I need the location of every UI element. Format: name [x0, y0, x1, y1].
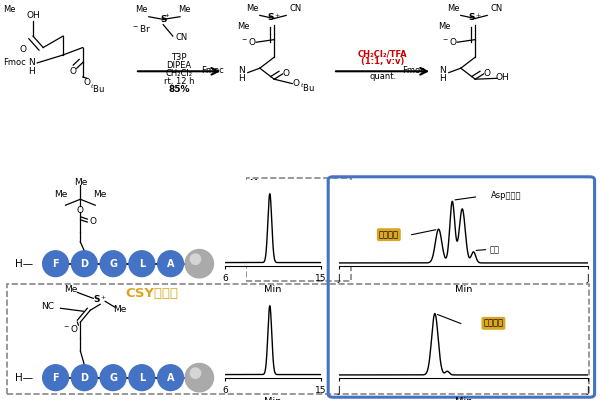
Text: rt, 12 h: rt, 12 h	[164, 77, 194, 86]
Text: Me: Me	[54, 190, 67, 199]
Text: Fmoc: Fmoc	[3, 58, 26, 68]
Text: L: L	[139, 373, 145, 383]
Circle shape	[185, 364, 214, 392]
Text: $^-$O: $^-$O	[440, 36, 457, 47]
Text: F: F	[52, 373, 59, 383]
Text: Me: Me	[243, 190, 256, 200]
FancyBboxPatch shape	[246, 178, 351, 281]
Text: A: A	[167, 259, 175, 269]
Text: $^t$Bu: $^t$Bu	[300, 82, 316, 94]
Text: G: G	[109, 259, 117, 269]
Text: Fmoc: Fmoc	[402, 66, 425, 74]
FancyBboxPatch shape	[7, 284, 589, 394]
Circle shape	[158, 365, 184, 390]
X-axis label: Min: Min	[455, 397, 472, 400]
Text: Me: Me	[438, 22, 450, 31]
Text: H—: H—	[14, 259, 33, 269]
Text: CH₂Cl₂: CH₂Cl₂	[166, 70, 193, 78]
Circle shape	[100, 251, 126, 276]
Text: G: G	[109, 373, 117, 383]
Text: OtBu保护基: OtBu保护基	[242, 184, 304, 196]
Text: Fmoc: Fmoc	[201, 66, 224, 74]
Text: CSY保护基: CSY保护基	[126, 286, 179, 300]
Text: 目标肽段: 目标肽段	[484, 319, 503, 328]
Text: (1:1, v:v): (1:1, v:v)	[361, 57, 404, 66]
Text: H: H	[439, 74, 446, 83]
Text: Me: Me	[64, 285, 77, 294]
Text: D: D	[80, 373, 88, 383]
X-axis label: Min: Min	[455, 285, 472, 295]
Text: S$^+$: S$^+$	[468, 12, 482, 23]
Text: S$^+$: S$^+$	[93, 294, 107, 305]
Text: $^+$: $^+$	[163, 13, 170, 22]
Text: O: O	[259, 217, 266, 226]
Circle shape	[129, 365, 155, 390]
Circle shape	[43, 365, 68, 390]
Text: $^t$Bu: $^t$Bu	[89, 83, 105, 95]
Text: Me: Me	[94, 190, 107, 199]
Circle shape	[43, 251, 68, 276]
Text: Me: Me	[447, 4, 459, 13]
Text: Me: Me	[135, 5, 147, 14]
Circle shape	[71, 365, 97, 390]
Text: N: N	[28, 58, 35, 68]
Text: 杂质: 杂质	[490, 245, 500, 254]
Text: O: O	[70, 67, 77, 76]
Text: H: H	[238, 74, 245, 83]
Text: NC: NC	[41, 302, 54, 311]
Text: OH: OH	[496, 73, 509, 82]
Text: $^-$O: $^-$O	[62, 322, 79, 334]
Text: H: H	[28, 67, 35, 76]
Text: CH₂Cl₂/TFA: CH₂Cl₂/TFA	[358, 49, 407, 58]
Text: 目标肽段: 目标肽段	[379, 230, 399, 239]
X-axis label: Min: Min	[264, 285, 282, 295]
Text: Me: Me	[74, 178, 87, 187]
Text: O: O	[283, 69, 290, 78]
Text: N: N	[238, 66, 245, 74]
Text: Me: Me	[256, 190, 269, 200]
Text: O: O	[19, 45, 26, 54]
Text: DIPEA: DIPEA	[166, 61, 191, 70]
Text: CN: CN	[290, 4, 302, 13]
Text: A: A	[167, 373, 175, 383]
X-axis label: Min: Min	[264, 397, 282, 400]
Text: $^-$Br: $^-$Br	[131, 23, 151, 34]
Text: N: N	[439, 66, 446, 74]
Text: H—: H—	[14, 373, 33, 383]
Text: Me: Me	[3, 5, 16, 14]
Circle shape	[190, 254, 200, 264]
Text: Me: Me	[179, 5, 191, 14]
Text: L: L	[139, 259, 145, 269]
Text: Me: Me	[113, 305, 127, 314]
Text: quant.: quant.	[369, 72, 397, 81]
Text: O: O	[253, 206, 260, 216]
Text: O: O	[484, 69, 491, 78]
Text: Me: Me	[246, 4, 258, 13]
Text: CN: CN	[175, 33, 187, 42]
Text: Me: Me	[250, 179, 263, 188]
Text: S: S	[160, 15, 166, 24]
Text: O: O	[83, 78, 91, 87]
Circle shape	[185, 250, 214, 278]
Text: Me: Me	[237, 22, 249, 31]
Text: O: O	[90, 216, 97, 226]
Text: O: O	[77, 206, 84, 215]
Text: Asp酰胺化: Asp酰胺化	[491, 192, 521, 200]
Circle shape	[71, 251, 97, 276]
Circle shape	[129, 251, 155, 276]
Text: O: O	[292, 79, 299, 88]
Text: S$^+$: S$^+$	[267, 12, 281, 23]
Circle shape	[100, 365, 126, 390]
Circle shape	[190, 368, 200, 378]
Circle shape	[158, 251, 184, 276]
Text: T3P: T3P	[171, 53, 187, 62]
Text: OH: OH	[26, 11, 40, 20]
Text: CN: CN	[491, 4, 503, 13]
Text: F: F	[52, 259, 59, 269]
Text: $^-$O: $^-$O	[239, 36, 256, 47]
Text: D: D	[80, 259, 88, 269]
Text: 85%: 85%	[168, 85, 190, 94]
